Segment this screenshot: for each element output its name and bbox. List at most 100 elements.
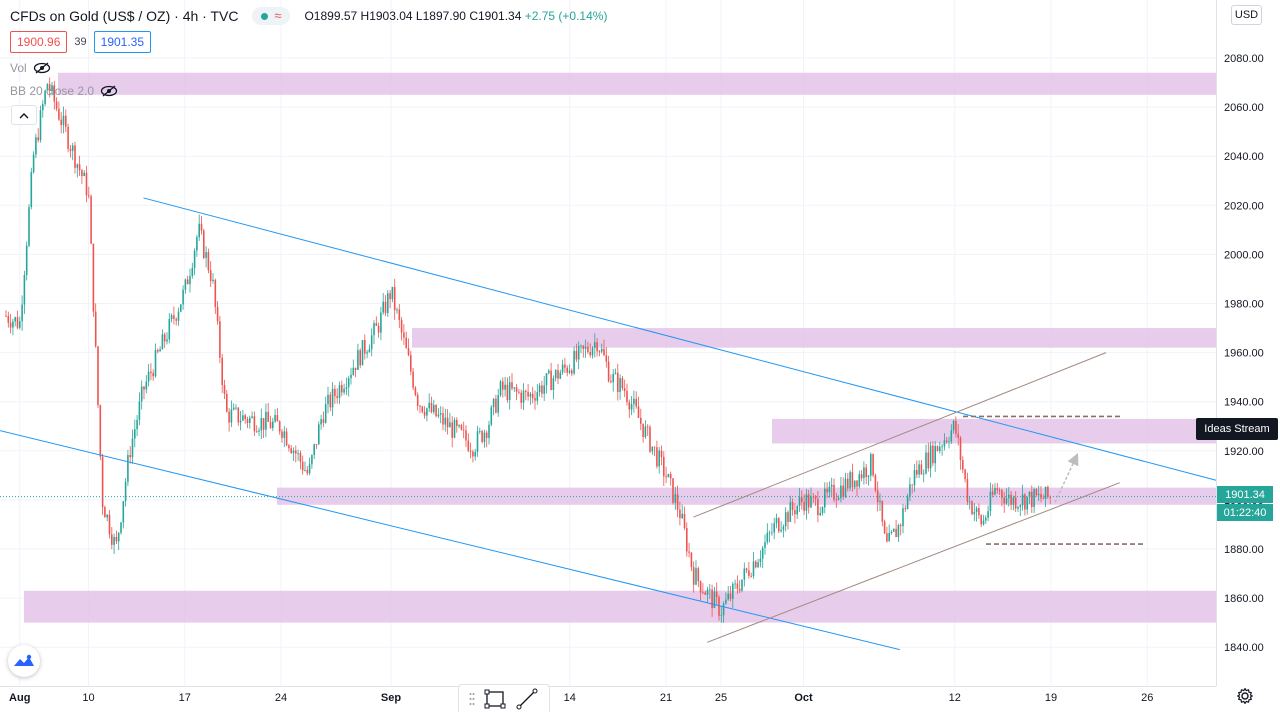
candle-body bbox=[991, 491, 994, 495]
currency-button[interactable]: USD bbox=[1231, 5, 1262, 25]
bollinger-indicator-legend[interactable]: BB 20 close 2.0 bbox=[10, 84, 118, 98]
chart-header: CFDs on Gold (US$ / OZ) · 4h · TVC ≈ O18… bbox=[10, 6, 607, 26]
ask-button[interactable]: 1901.35 bbox=[93, 31, 152, 53]
candle-body bbox=[575, 350, 578, 360]
drawing-toolbar bbox=[458, 684, 550, 712]
symbol-title[interactable]: CFDs on Gold (US$ / OZ) · 4h · TVC bbox=[10, 8, 239, 24]
channel-upper-trendline[interactable] bbox=[143, 197, 1217, 481]
candle-body bbox=[221, 357, 223, 385]
candle-body bbox=[867, 475, 870, 478]
candle-body bbox=[718, 597, 720, 616]
candle-body bbox=[518, 391, 520, 393]
volume-indicator-legend[interactable]: Vol bbox=[10, 61, 51, 75]
market-open-dot-icon bbox=[261, 12, 269, 20]
candle-body bbox=[191, 267, 194, 277]
candle-body bbox=[318, 424, 320, 445]
tradingview-logo-icon[interactable] bbox=[8, 645, 40, 677]
candle-body bbox=[1001, 490, 1003, 498]
candle-body bbox=[375, 323, 378, 326]
candle-body bbox=[863, 467, 865, 479]
candle-body bbox=[821, 507, 824, 513]
support-resistance-zones[interactable] bbox=[24, 72, 1216, 623]
candle-body bbox=[214, 279, 217, 308]
candle-body bbox=[626, 391, 628, 403]
candle-body bbox=[879, 500, 881, 503]
bid-button[interactable]: 1900.96 bbox=[10, 31, 68, 53]
candle-body bbox=[899, 525, 902, 527]
candle-body bbox=[985, 517, 987, 521]
candle-body bbox=[111, 534, 113, 545]
candle-body bbox=[943, 440, 946, 447]
candle-body bbox=[216, 307, 219, 322]
candle-body bbox=[736, 583, 739, 589]
price-axis[interactable]: 2080.00 2060.00 2040.00 2020.00 2000.00 1980.… bbox=[1224, 53, 1264, 654]
wedge-upper-trendline[interactable] bbox=[693, 352, 1107, 518]
candle-body bbox=[1047, 486, 1049, 497]
candle-body bbox=[870, 454, 872, 476]
candle-body bbox=[971, 501, 973, 515]
projection-arrow[interactable] bbox=[1054, 452, 1079, 503]
candle-body bbox=[361, 340, 364, 366]
price-zone[interactable] bbox=[24, 590, 1216, 623]
candle-body bbox=[840, 485, 842, 499]
candle-body bbox=[828, 486, 831, 493]
candle-body bbox=[819, 512, 821, 516]
candle-body bbox=[895, 528, 897, 538]
candle-body bbox=[39, 110, 42, 141]
time-axis[interactable]: Aug 10 17 24 Sep 14 21 25 Oct 12 19 26 bbox=[9, 692, 1153, 704]
bar-countdown-label: 01:22:40 bbox=[1217, 504, 1273, 521]
channel-lower-trendline[interactable] bbox=[0, 429, 900, 651]
price-zone[interactable] bbox=[772, 418, 1216, 444]
eye-hidden-icon[interactable] bbox=[33, 62, 51, 74]
price-zone[interactable] bbox=[412, 328, 1216, 348]
candle-body bbox=[925, 452, 927, 474]
candle-body bbox=[541, 385, 543, 394]
ideas-stream-button[interactable]: Ideas Stream bbox=[1196, 418, 1278, 440]
candle-body bbox=[12, 321, 14, 328]
candle-body bbox=[129, 455, 131, 458]
market-status-badge[interactable]: ≈ bbox=[252, 7, 291, 25]
candle-body bbox=[824, 488, 826, 508]
candle-body bbox=[948, 441, 950, 443]
candle-body bbox=[322, 419, 325, 423]
candle-body bbox=[980, 515, 982, 525]
candle-body bbox=[550, 370, 552, 391]
trendlines[interactable] bbox=[0, 197, 1217, 651]
candle-body bbox=[587, 346, 589, 352]
date-tick-label: 24 bbox=[275, 692, 287, 704]
trendline-tool-icon[interactable] bbox=[515, 688, 539, 710]
candle-body bbox=[83, 172, 85, 177]
candle-body bbox=[934, 446, 936, 464]
eye-hidden-icon[interactable] bbox=[100, 85, 118, 97]
candle-body bbox=[403, 332, 405, 338]
candle-body bbox=[520, 392, 522, 403]
candle-body bbox=[19, 321, 21, 328]
candle-body bbox=[796, 505, 798, 515]
candle-body bbox=[414, 387, 417, 395]
candle-body bbox=[437, 414, 440, 417]
gear-icon[interactable] bbox=[1236, 687, 1254, 705]
candle-body bbox=[743, 568, 746, 580]
candle-body bbox=[952, 420, 955, 431]
candle-body bbox=[929, 445, 932, 469]
candle-body bbox=[74, 145, 76, 168]
candle-body bbox=[656, 447, 658, 467]
candle-body bbox=[435, 404, 437, 417]
rectangle-tool-icon[interactable] bbox=[483, 688, 507, 710]
candle-body bbox=[127, 455, 129, 482]
candle-body bbox=[745, 568, 748, 571]
candle-body bbox=[359, 350, 361, 366]
candle-body bbox=[336, 396, 338, 398]
candle-body bbox=[856, 480, 858, 487]
candle-body bbox=[704, 592, 706, 595]
candle-body bbox=[131, 438, 134, 458]
wedge-lower-trendline[interactable] bbox=[707, 482, 1120, 643]
candle-body bbox=[902, 508, 904, 527]
price-zone[interactable] bbox=[58, 72, 1216, 95]
candle-body bbox=[184, 279, 187, 290]
candle-body bbox=[370, 335, 373, 350]
collapse-legend-button[interactable] bbox=[11, 105, 37, 125]
grip-icon[interactable] bbox=[469, 692, 475, 706]
candle-body bbox=[76, 164, 79, 168]
